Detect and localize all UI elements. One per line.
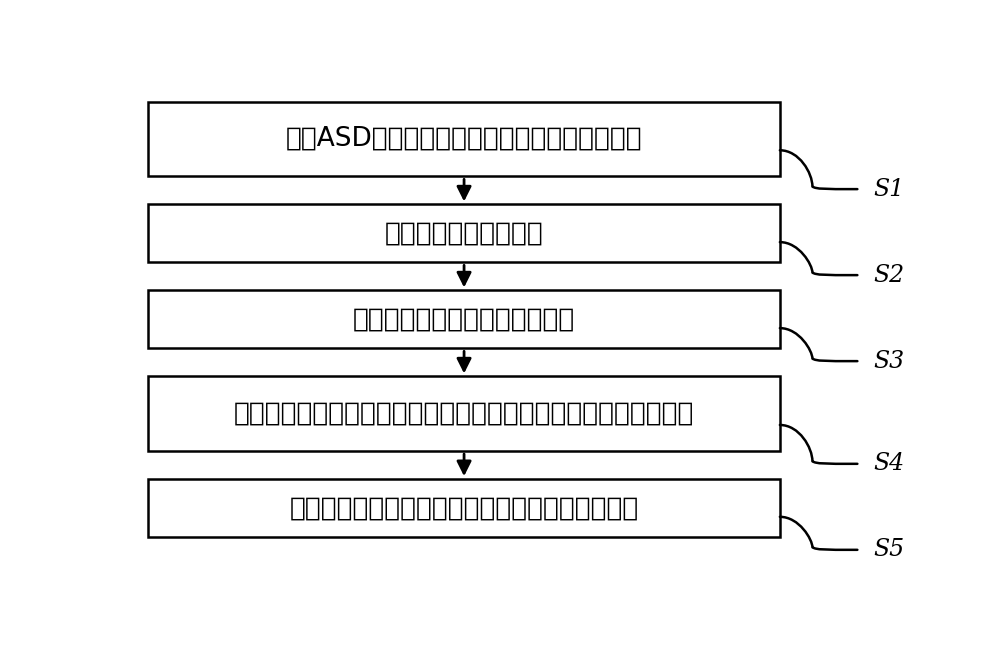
Bar xyxy=(148,479,780,537)
Text: 利用ASD光谱仪，获取碳酸盐岩样品的光谱数据: 利用ASD光谱仪，获取碳酸盐岩样品的光谱数据 xyxy=(286,126,642,152)
Bar xyxy=(148,204,780,263)
Text: S5: S5 xyxy=(873,538,904,561)
Bar xyxy=(148,376,780,451)
Text: S3: S3 xyxy=(873,350,904,373)
Text: 对光谱数据进行预处理: 对光谱数据进行预处理 xyxy=(385,220,543,246)
Text: 根据所述光谱数据中局部波形特征值，建立碳酸盐岩岩性识别模型: 根据所述光谱数据中局部波形特征值，建立碳酸盐岩岩性识别模型 xyxy=(234,401,694,427)
Bar xyxy=(148,102,780,177)
Bar xyxy=(148,290,780,348)
Text: 利用碳酸盐岩岩性识别模型进行灰岩和云岩的识别: 利用碳酸盐岩岩性识别模型进行灰岩和云岩的识别 xyxy=(289,495,639,521)
Text: S1: S1 xyxy=(873,177,904,200)
Text: S2: S2 xyxy=(873,263,904,286)
Text: 提取光谱数据中局部波形特征值: 提取光谱数据中局部波形特征值 xyxy=(353,306,575,332)
Text: S4: S4 xyxy=(873,452,904,475)
